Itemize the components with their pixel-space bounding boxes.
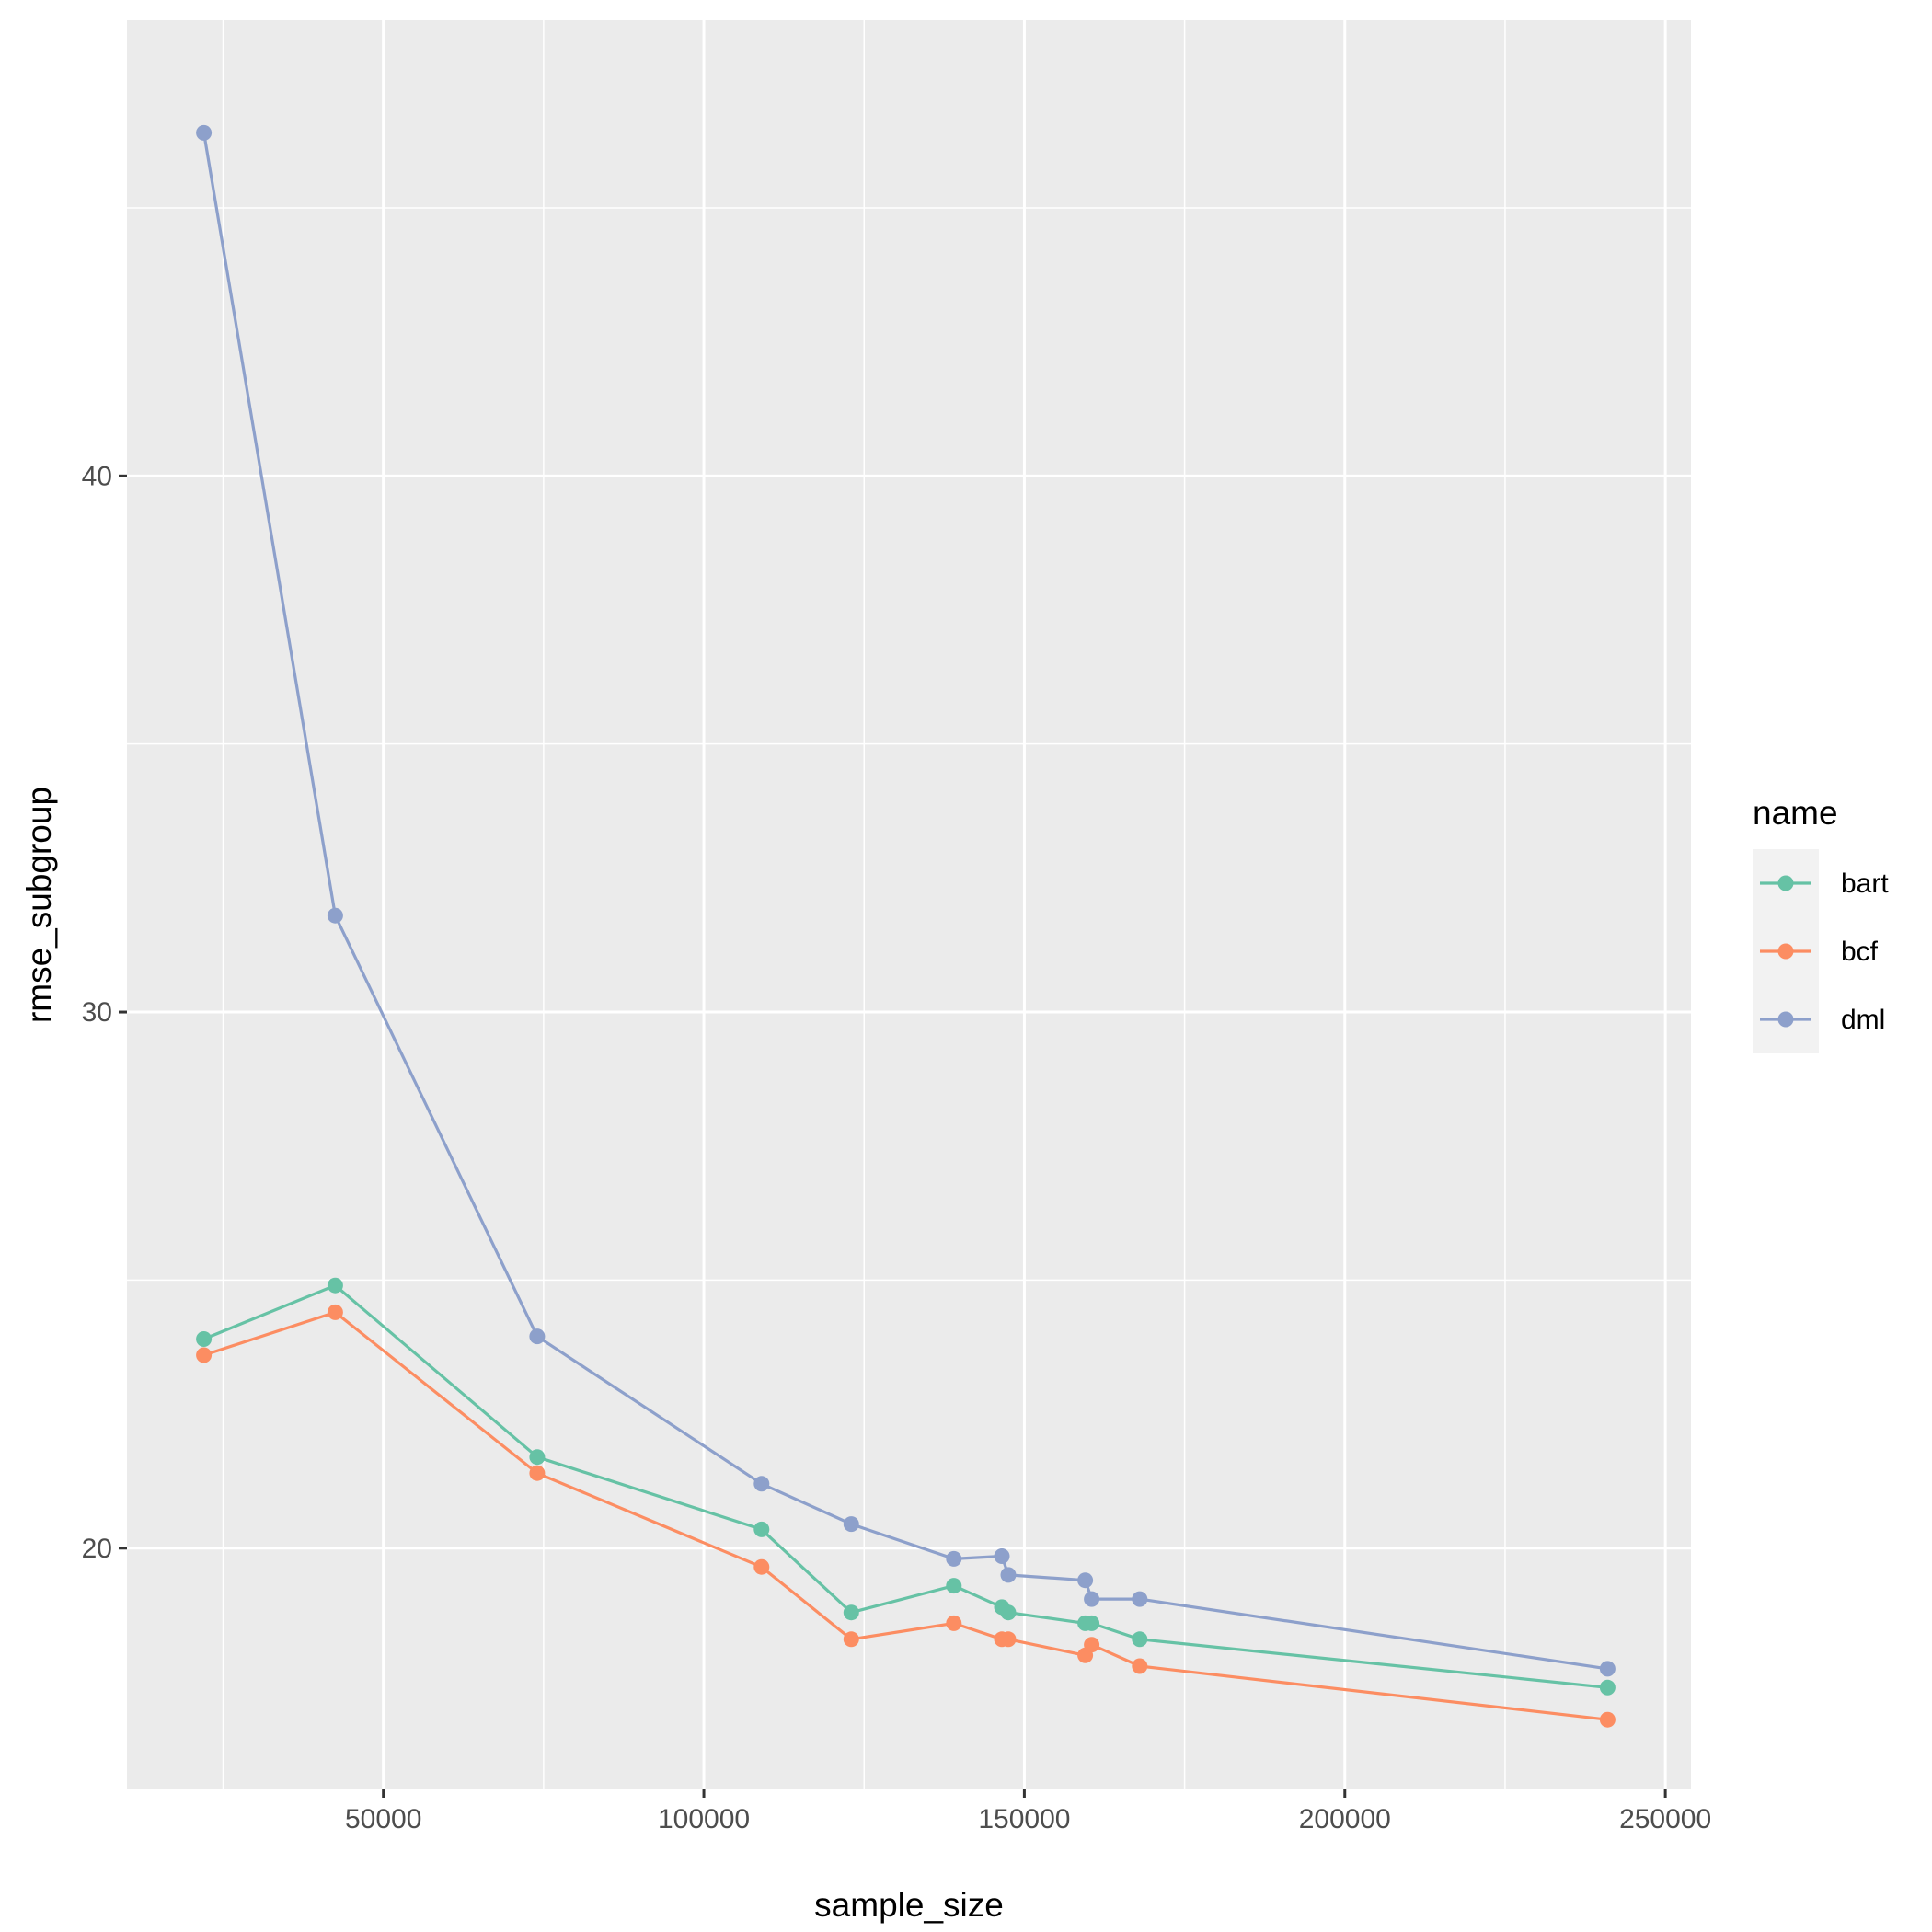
data-point-bart (529, 1449, 546, 1466)
x-tick-label: 250000 (1619, 1804, 1711, 1834)
data-point-bcf (327, 1304, 343, 1320)
legend-key-point (1777, 943, 1794, 960)
data-point-dml (994, 1548, 1010, 1564)
legend-label: bcf (1841, 937, 1879, 967)
series-line-bart (202, 1283, 1608, 1689)
y-axis-title: rmse_subgroup (20, 787, 58, 1023)
x-tick-label: 150000 (978, 1804, 1070, 1834)
y-tick-label: 30 (82, 997, 112, 1028)
data-point-bart (1084, 1615, 1100, 1631)
legend-key-point (1777, 1011, 1794, 1028)
legend-label: bart (1841, 868, 1889, 899)
data-point-bcf (843, 1631, 859, 1648)
y-tick-label: 40 (82, 461, 112, 491)
x-tick-label: 200000 (1299, 1804, 1391, 1834)
data-point-dml (946, 1550, 962, 1567)
data-point-dml (753, 1476, 770, 1492)
series-line-dml (202, 132, 1608, 1671)
series-points (196, 124, 1616, 1728)
series-lines (202, 132, 1608, 1721)
data-point-bart (843, 1604, 859, 1621)
data-point-bcf (1084, 1637, 1100, 1653)
legend-item-bcf: bcf (1760, 937, 1879, 967)
data-point-bcf (1000, 1631, 1017, 1648)
y-axis: 20 30 40 (82, 461, 127, 1564)
data-point-dml (1084, 1591, 1100, 1607)
legend-items: bart bcf dml (1760, 868, 1889, 1035)
legend: name bart bcf dml (1753, 794, 1889, 1053)
data-point-dml (1599, 1661, 1616, 1677)
data-point-bcf (1599, 1711, 1616, 1728)
data-point-bart (1599, 1679, 1616, 1696)
data-point-bart (946, 1578, 962, 1594)
data-point-dml (1132, 1591, 1148, 1607)
data-point-dml (1000, 1567, 1017, 1583)
data-point-dml (327, 907, 343, 924)
data-point-bart (753, 1521, 770, 1537)
legend-key-point (1777, 875, 1794, 891)
series-line-bcf (203, 1310, 1608, 1721)
data-point-bart (196, 1331, 213, 1347)
y-tick-label: 20 (82, 1534, 112, 1564)
data-point-bcf (529, 1465, 546, 1481)
data-point-bcf (753, 1558, 770, 1575)
data-point-dml (1077, 1572, 1094, 1589)
legend-label: dml (1841, 1005, 1885, 1035)
grid-minor (127, 20, 1691, 1789)
legend-title: name (1753, 794, 1838, 832)
x-tick-label: 100000 (658, 1804, 750, 1834)
grid-major (127, 20, 1691, 1789)
data-point-dml (196, 124, 213, 141)
data-point-bart (327, 1277, 343, 1294)
data-point-bcf (196, 1347, 213, 1363)
data-point-bart (1000, 1604, 1017, 1621)
legend-item-dml: dml (1760, 1005, 1885, 1035)
data-point-bcf (946, 1615, 962, 1631)
x-axis: 50000 100000 150000 200000 250000 (345, 1789, 1711, 1834)
plot-panel (127, 20, 1691, 1789)
data-point-dml (529, 1328, 546, 1345)
data-point-dml (843, 1516, 859, 1533)
x-axis-title: sample_size (814, 1886, 1004, 1924)
data-point-bart (1132, 1631, 1148, 1648)
data-point-bcf (1132, 1658, 1148, 1674)
legend-item-bart: bart (1760, 868, 1889, 899)
x-tick-label: 50000 (345, 1804, 421, 1834)
